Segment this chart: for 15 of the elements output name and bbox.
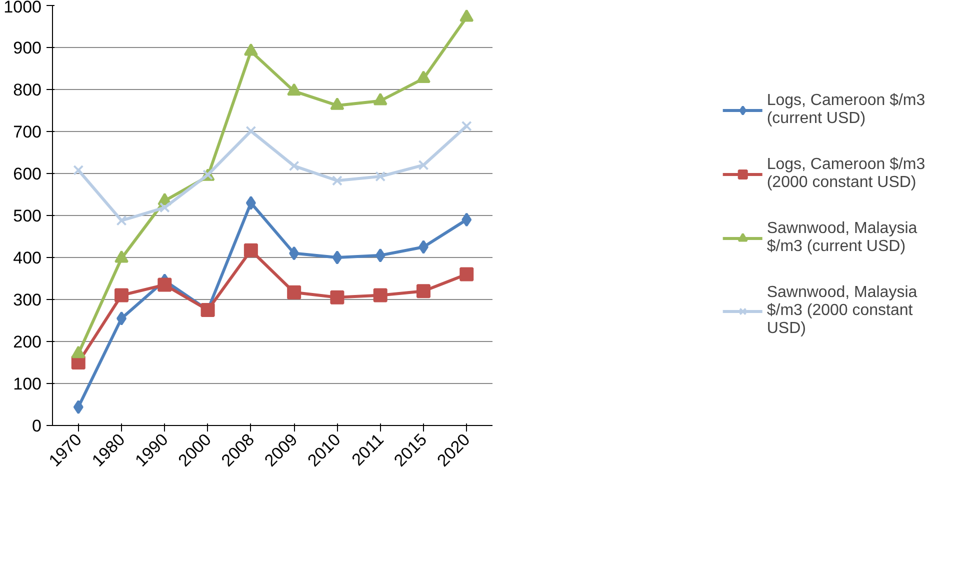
y-tick-label: 400 — [13, 248, 42, 268]
legend-label: Logs, Cameroon $/m3 (current USD) — [766, 92, 926, 128]
y-tick-label: 0 — [32, 416, 42, 436]
y-tick-label: 600 — [13, 164, 42, 184]
y-tick-label: 900 — [13, 38, 42, 58]
legend-label: Sawnwood, Malaysia $/m3 (current USD) — [766, 220, 918, 256]
legend-label: Logs, Cameroon $/m3 (2000 constant USD) — [766, 156, 926, 192]
y-tick-label: 300 — [13, 290, 42, 310]
y-tick-label: 500 — [13, 206, 42, 226]
legend-label: Sawnwood, Malaysia $/m3 (2000 constant USD) — [766, 284, 918, 338]
y-tick-label: 100 — [13, 374, 42, 394]
y-tick-label: 200 — [13, 332, 42, 352]
y-tick-label: 800 — [13, 80, 42, 100]
y-tick-label: 700 — [13, 122, 42, 142]
y-tick-label: 1000 — [4, 0, 42, 16]
